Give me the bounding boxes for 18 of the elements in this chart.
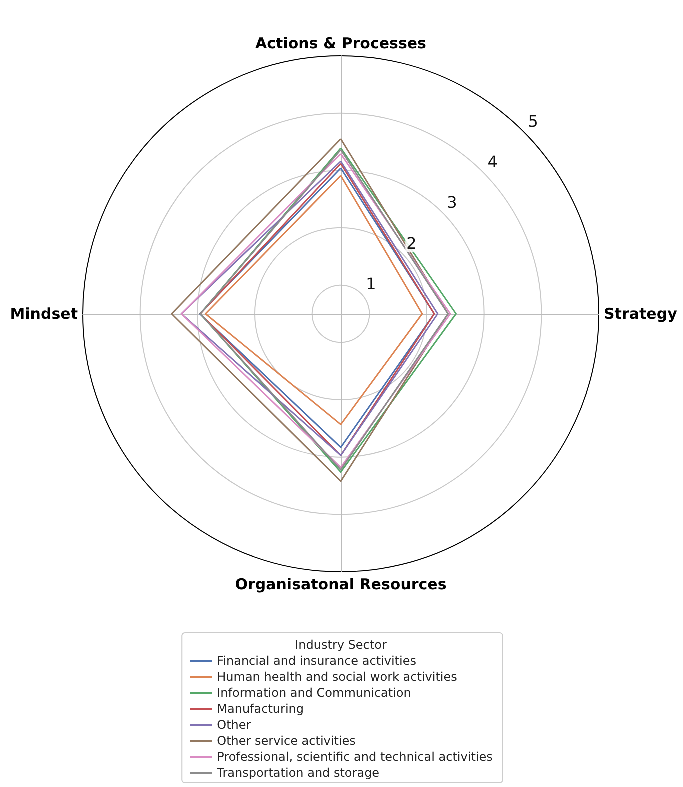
y-tick-label: 1 (366, 274, 376, 294)
legend-label: Manufacturing (217, 702, 304, 716)
y-tick-label: 4 (488, 152, 498, 172)
legend-label: Human health and social work activities (217, 670, 458, 684)
spoke-label: Strategy (604, 305, 678, 323)
legend-label: Information and Communication (217, 686, 412, 700)
legend-label: Transportation and storage (216, 766, 380, 780)
spoke-label: Actions & Processes (256, 34, 427, 52)
legend-label: Financial and insurance activities (217, 654, 416, 668)
legend-label: Other (217, 718, 252, 732)
legend-title: Industry Sector (295, 638, 387, 652)
legend-label: Professional, scientific and technical activities (217, 750, 493, 764)
spoke-label: Mindset (10, 305, 78, 323)
legend-label: Other service activities (217, 734, 356, 748)
y-tick-label: 2 (406, 234, 417, 253)
y-tick-label: 3 (447, 193, 458, 212)
spoke-label: Organisatonal Resources (235, 576, 447, 594)
y-tick-label: 5 (528, 112, 538, 132)
